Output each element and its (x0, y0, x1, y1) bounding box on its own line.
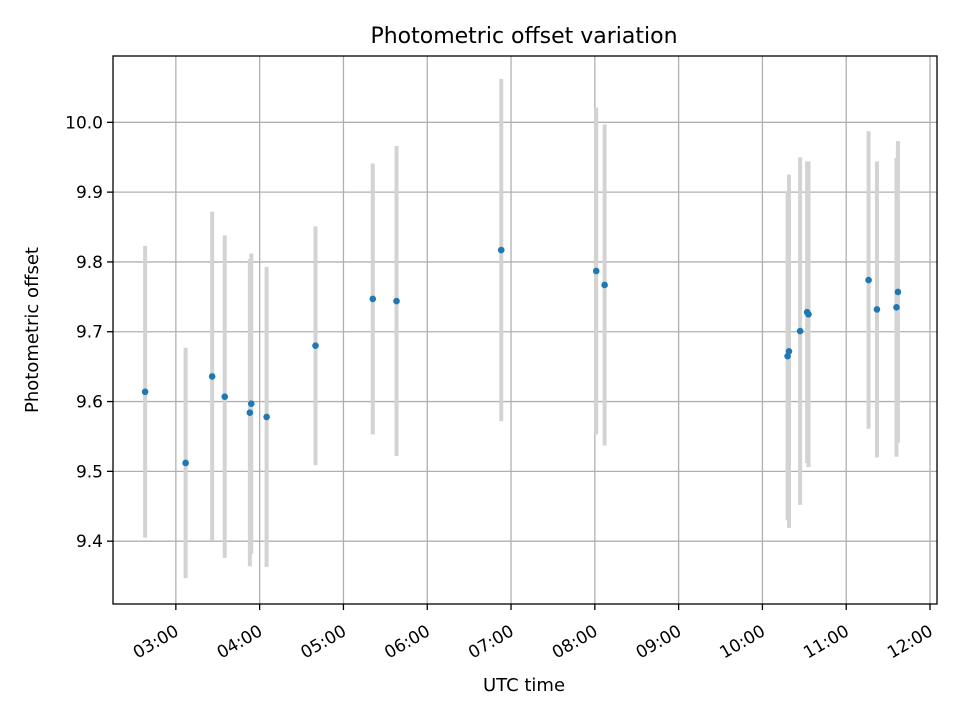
y-tick-label: 9.6 (76, 393, 103, 413)
data-point (221, 393, 229, 400)
x-tick-label: 05:00 (298, 621, 350, 663)
x-tick-label: 07:00 (465, 621, 517, 663)
data-point (369, 295, 377, 303)
y-tick-label: 9.7 (76, 323, 103, 343)
data-point (865, 276, 872, 284)
plot-frame (112, 55, 938, 605)
x-tick-label: 09:00 (633, 621, 685, 663)
data-point (894, 288, 902, 296)
x-tick-label: 12:00 (884, 621, 936, 663)
data-point (805, 310, 812, 318)
y-tick-label: 9.8 (76, 253, 103, 273)
data-point (182, 459, 189, 467)
y-tick-label: 9.9 (76, 183, 103, 203)
y-tick-label: 10.0 (65, 113, 103, 133)
chart-title: Photometric offset variation (370, 24, 677, 49)
x-tick-label: 06:00 (381, 621, 433, 663)
data-point (601, 281, 608, 289)
y-tick-label: 9.4 (76, 532, 103, 552)
data-point (893, 304, 900, 311)
data-point (785, 347, 793, 355)
data-point (246, 409, 254, 417)
x-tick-label: 04:00 (214, 621, 266, 663)
y-axis-label: Photometric offset (22, 247, 43, 413)
data-point (312, 342, 319, 350)
x-tick-label: 03:00 (130, 621, 182, 663)
data-point (141, 388, 149, 396)
data-points (141, 246, 902, 467)
x-axis-ticks: 03:00 04:00 05:00 06:00 07:00 08:00 09:00 10:00… (130, 604, 937, 663)
data-point (208, 373, 216, 380)
data-point (796, 327, 804, 335)
error-bars (143, 79, 900, 579)
data-point (497, 246, 505, 254)
data-point (592, 267, 600, 275)
data-point (247, 400, 255, 407)
data-point (873, 306, 881, 313)
data-point (393, 297, 400, 305)
x-tick-label: 08:00 (549, 621, 601, 663)
x-tick-label: 10:00 (716, 621, 768, 663)
x-tick-label: 11:00 (800, 621, 852, 663)
grid-lines (113, 56, 937, 604)
x-axis-label: UTC time (483, 675, 565, 696)
y-tick-label: 9.5 (76, 462, 103, 482)
data-point (263, 413, 270, 421)
y-axis-ticks: 9.4 9.5 9.6 9.7 9.8 9.9 10.0 (65, 113, 113, 552)
